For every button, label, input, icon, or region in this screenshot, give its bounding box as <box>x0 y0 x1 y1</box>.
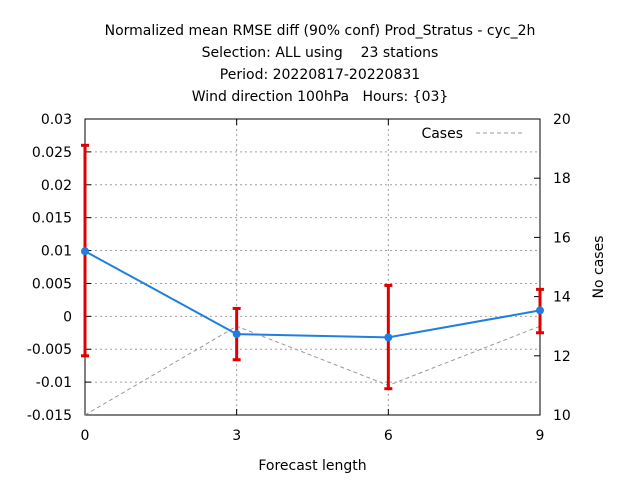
data-point <box>384 333 393 342</box>
legend-label-cases: Cases <box>421 126 463 142</box>
y-tick-label: 0.02 <box>41 178 72 194</box>
x-tick-label: 0 <box>81 428 90 444</box>
title-line: Wind direction 100hPa Hours: {03} <box>192 89 449 105</box>
title-line: Normalized mean RMSE diff (90% conf) Pro… <box>105 23 536 39</box>
title-line: Period: 20220817-20220831 <box>220 67 420 83</box>
y-tick-label: -0.01 <box>36 375 72 391</box>
x-axis-ticks: 0 3 6 9 <box>81 119 545 444</box>
rmse-diff-line <box>84 250 541 339</box>
chart-title: Normalized mean RMSE diff (90% conf) Pro… <box>105 23 536 105</box>
y-tick-label: 0.025 <box>32 145 72 161</box>
y-tick-label: 0.03 <box>41 112 72 128</box>
y-tick-label: -0.005 <box>27 342 72 358</box>
grid-lines <box>85 119 540 415</box>
y-tick-label: 0.015 <box>32 211 72 227</box>
y2-axis-label: No cases <box>591 236 607 299</box>
y2-axis-ticks: 20 18 16 14 12 10 <box>534 112 571 424</box>
x-tick-label: 6 <box>384 428 393 444</box>
plot-frame <box>84 118 541 416</box>
data-point <box>232 330 241 339</box>
x-tick-label: 9 <box>536 428 545 444</box>
title-line: Selection: ALL using 23 stations <box>202 45 439 61</box>
y2-tick-label: 18 <box>553 171 571 187</box>
y2-tick-label: 16 <box>553 230 571 246</box>
rmse-diff-series <box>81 143 544 391</box>
y-tick-label: 0 <box>63 309 72 325</box>
cases-series <box>84 325 541 416</box>
legend: Cases <box>421 126 522 142</box>
y-axis-ticks: 0.03 0.025 0.02 0.015 0.01 0.005 0 -0.005 -0.01 -… <box>27 112 91 424</box>
y2-tick-label: 14 <box>553 290 571 306</box>
y2-tick-label: 20 <box>553 112 571 128</box>
y-tick-label: 0.01 <box>41 244 72 260</box>
y-tick-label: 0.005 <box>32 276 72 292</box>
data-point <box>536 306 544 315</box>
data-point <box>81 247 89 256</box>
cases-line <box>84 325 541 416</box>
x-tick-label: 3 <box>232 428 241 444</box>
y2-tick-label: 12 <box>553 349 571 365</box>
y2-tick-label: 10 <box>553 408 571 424</box>
x-axis-label: Forecast length <box>258 458 366 474</box>
y-tick-label: -0.015 <box>27 408 72 424</box>
